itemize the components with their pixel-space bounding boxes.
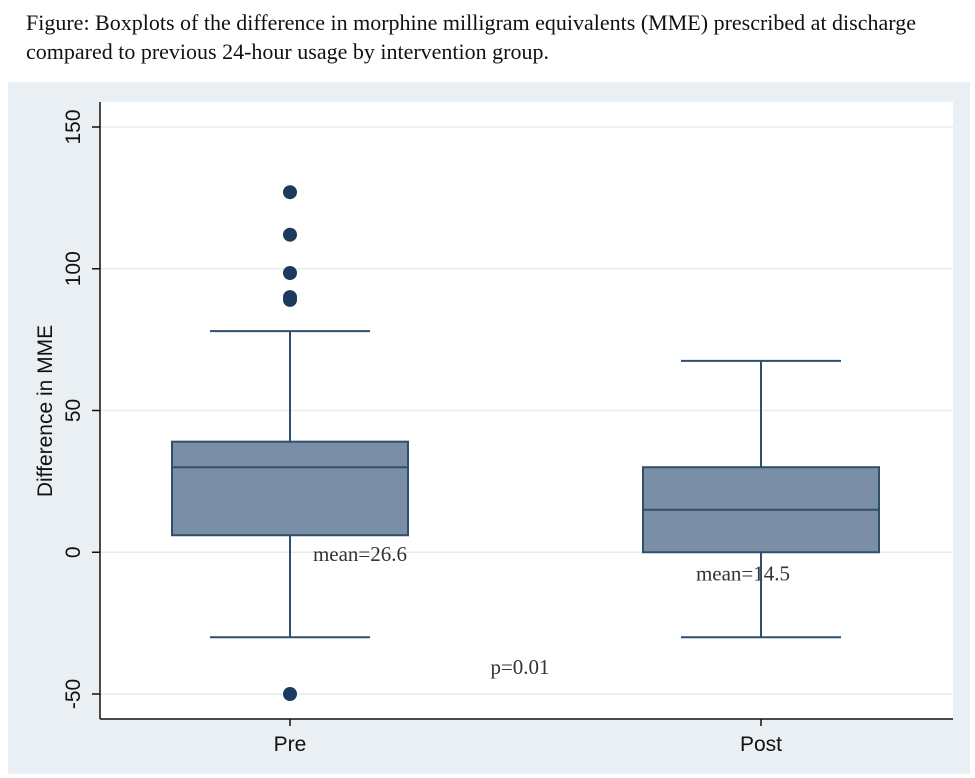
outlier-point bbox=[283, 185, 297, 200]
outlier-point bbox=[283, 266, 297, 281]
boxes-layer: mean=26.6 mean=14.5 bbox=[171, 185, 880, 701]
y-tick-label: 50 bbox=[62, 399, 85, 422]
x-tick-label: Post bbox=[740, 733, 782, 756]
y-tick-label: 0 bbox=[62, 546, 85, 558]
p-value-annotation: p=0.01 bbox=[490, 655, 549, 679]
y-ticks: -50 0 50 100 150 bbox=[62, 109, 100, 709]
x-tick-label: Pre bbox=[274, 733, 307, 756]
mean-label: mean=26.6 bbox=[313, 542, 407, 566]
y-axis-title: Difference in MME bbox=[34, 325, 57, 497]
box-group-post: mean=14.5 bbox=[642, 359, 880, 639]
mean-label: mean=14.5 bbox=[696, 561, 790, 585]
grid-lines bbox=[100, 126, 953, 695]
outlier-point bbox=[283, 687, 297, 701]
outlier-point bbox=[283, 227, 297, 242]
x-ticks: Pre Post bbox=[274, 719, 782, 756]
outlier-point bbox=[283, 292, 297, 307]
box-group-pre: mean=26.6 bbox=[171, 185, 409, 701]
iqr-box bbox=[171, 440, 409, 537]
figure-caption: Figure: Boxplots of the difference in mo… bbox=[26, 10, 916, 64]
y-tick-label: -50 bbox=[62, 679, 85, 709]
y-tick-label: 150 bbox=[62, 109, 85, 144]
y-tick-label: 100 bbox=[62, 251, 85, 286]
chart-figure: mean=26.6 mean=14.5 -50 0 50 100 150 Pre Post … bbox=[8, 82, 970, 774]
